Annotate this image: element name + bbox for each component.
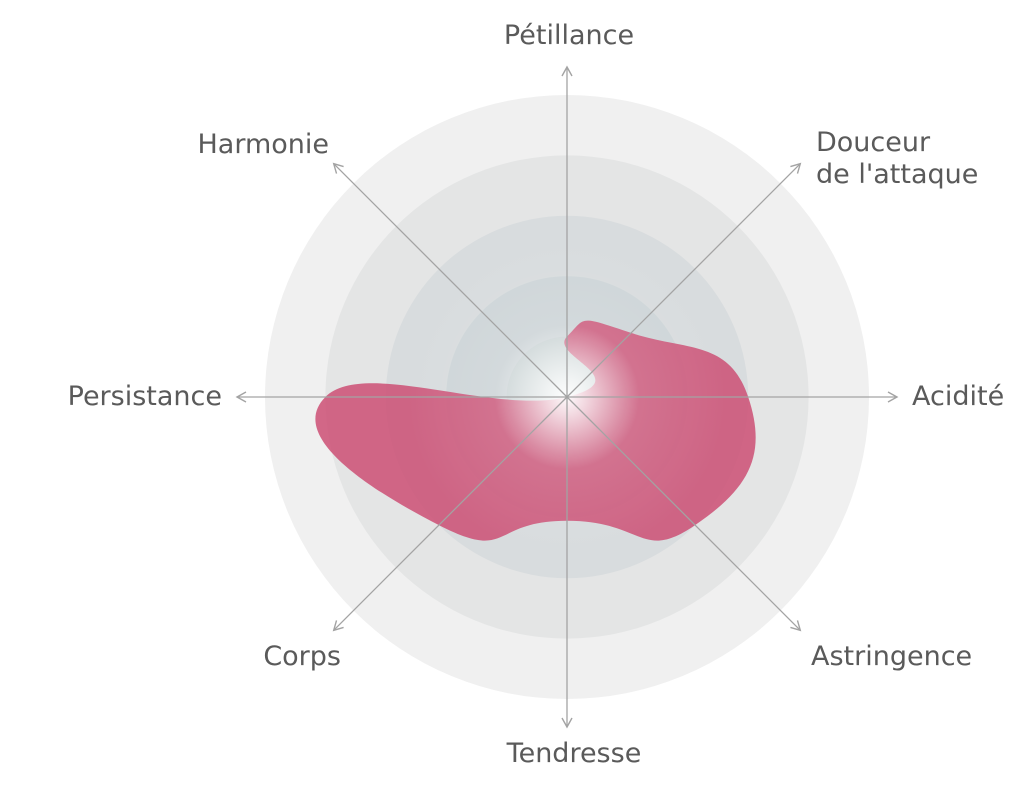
axis-lines: [235, 65, 899, 729]
axis-label-2: Acidité: [912, 381, 1004, 412]
axis-label-1-line-1: de l'attaque: [816, 159, 978, 190]
axis-label-3-line-0: Astringence: [811, 641, 972, 672]
axis-line-1: [566, 162, 802, 398]
axis-label-2-line-0: Acidité: [912, 381, 1004, 412]
axis-label-1: Douceur de l'attaque: [816, 127, 978, 190]
axis-label-1-line-0: Douceur: [816, 127, 931, 158]
axis-line-3: [566, 396, 802, 632]
axis-label-6: Persistance: [68, 381, 222, 412]
axis-labels: Pétillance Douceur de l'attaque Acidité Astr…: [68, 20, 1005, 769]
axis-label-7: Harmonie: [197, 129, 329, 160]
axis-label-4-line-0: Tendresse: [506, 738, 642, 769]
axis-label-5-line-0: Corps: [263, 641, 341, 672]
axis-label-6-line-0: Persistance: [68, 381, 222, 412]
axis-label-3: Astringence: [811, 641, 972, 672]
axis-line-5: [332, 396, 568, 632]
axis-label-0: Pétillance: [504, 20, 634, 51]
axis-label-7-line-0: Harmonie: [197, 129, 329, 160]
axis-label-4: Tendresse: [506, 738, 642, 769]
axis-line-7: [332, 162, 568, 398]
axis-label-0-line-0: Pétillance: [504, 20, 634, 51]
axis-label-5: Corps: [263, 641, 341, 672]
